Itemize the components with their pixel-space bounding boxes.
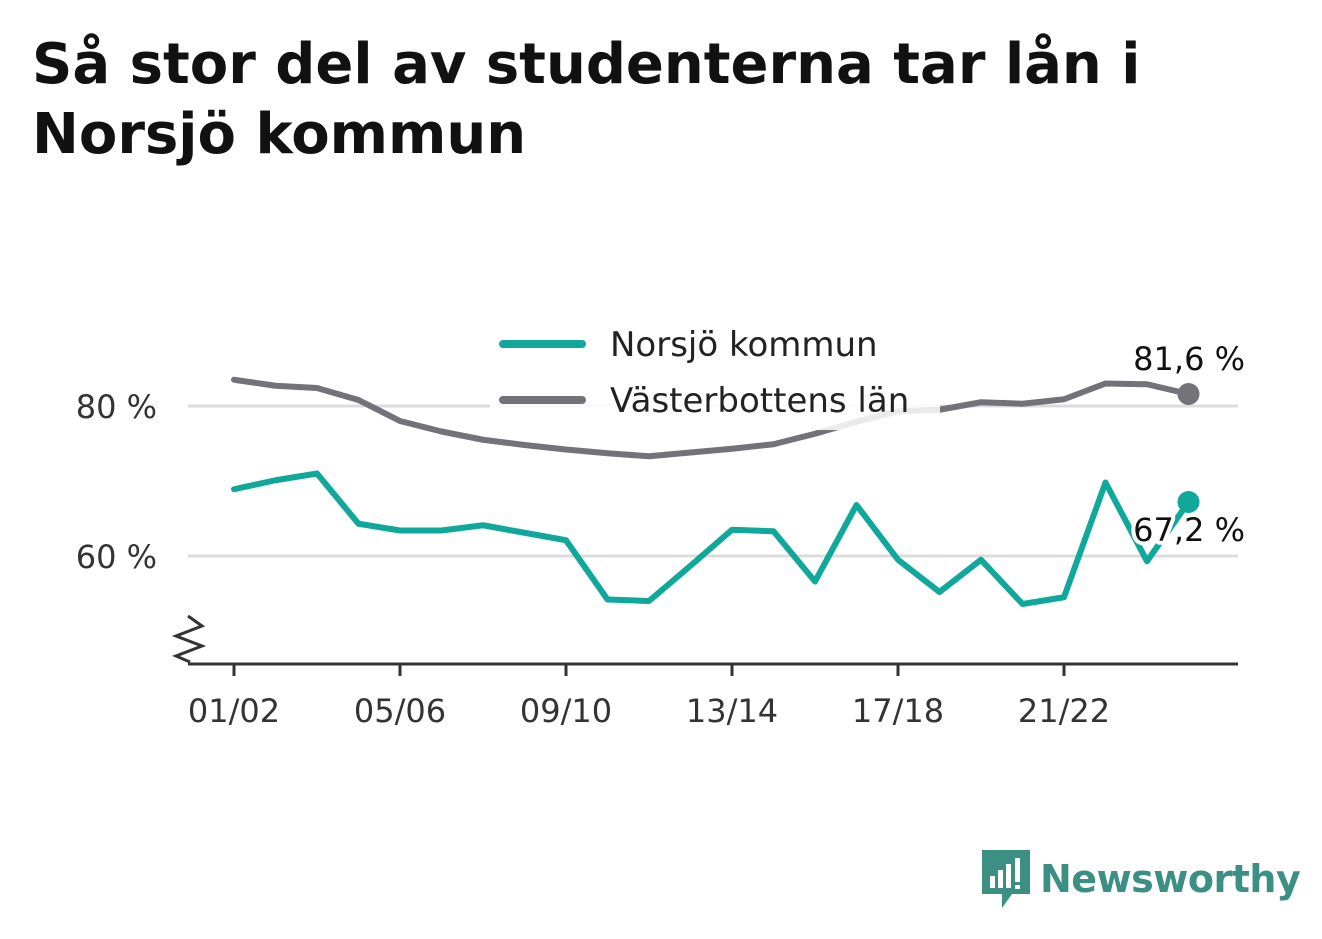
x-tick-label: 17/18 [852,692,944,730]
end-label-norsjo: 67,2 % [1133,511,1245,549]
end-label-vasterbotten: 81,6 % [1133,340,1245,378]
chart-title: Så stor del av studenterna tar lån i Nor… [32,32,1141,167]
x-tick-label: 01/02 [188,692,280,730]
x-tick-label: 05/06 [354,692,446,730]
series-line-vasterbotten [231,376,1192,460]
axes: 60 % 80 % 01/02 05/06 09/10 13/14 17/18 21/22 [76,388,1238,730]
legend-label: Västerbottens län [610,381,909,421]
y-tick-label: 60 % [76,538,157,576]
axis-break-icon [171,614,207,664]
y-tick-label: 80 % [76,388,157,426]
end-point-vasterbotten [1177,383,1200,405]
x-tick-label: 13/14 [686,692,778,730]
legend-label: Norsjö kommun [610,325,878,365]
newsworthy-logo-icon [982,850,1030,908]
legend-background [490,318,940,430]
series-line-norsjo [231,470,1192,607]
x-tick-label: 21/22 [1018,692,1110,730]
x-tick-label: 09/10 [520,692,612,730]
brand-name: Newsworthy [1040,857,1301,901]
brand-logo[interactable]: Newsworthy [982,850,1301,908]
series-lines [231,376,1200,607]
end-labels: 81,6 % 67,2 % [1129,340,1249,553]
legend: Norsjö kommun Västerbottens län [490,318,940,430]
end-point-norsjo [1177,491,1200,513]
